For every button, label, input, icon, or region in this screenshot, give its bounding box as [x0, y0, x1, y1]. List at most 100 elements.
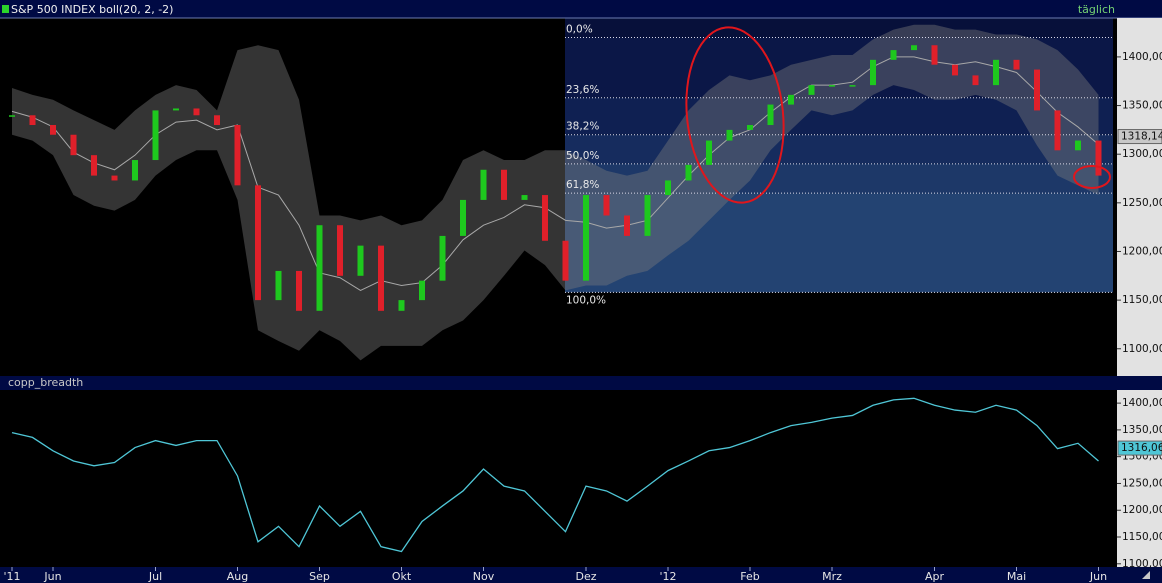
price-bar [480, 169, 487, 200]
price-bar [972, 75, 979, 86]
price-bar [1054, 110, 1061, 151]
fib-label: 61,8% [566, 179, 599, 191]
price-bar [419, 280, 425, 301]
price-bar [193, 108, 200, 116]
header-bar [0, 0, 1162, 18]
price-bar [255, 185, 261, 301]
price-bar [870, 59, 876, 86]
y-tick-label: 1150,00 [1122, 294, 1162, 306]
period-label: täglich [1078, 3, 1115, 16]
price-bar [644, 195, 651, 236]
price-bar [70, 134, 77, 156]
price-bar [911, 45, 917, 51]
price-bar [624, 215, 630, 236]
price-bar [890, 50, 897, 60]
y-tick-label: 1400,00 [1122, 51, 1162, 63]
price-bar [603, 195, 610, 216]
y-tick-label: 1200,00 [1122, 504, 1162, 516]
x-axis-bar [0, 567, 1162, 583]
price-bar [398, 300, 405, 311]
y-tick-label: 1100,00 [1122, 558, 1162, 570]
panel-title: copp_breadth [8, 376, 83, 389]
price-bar [1095, 140, 1102, 176]
price-bar [132, 160, 138, 181]
price-bar [275, 270, 282, 301]
price-bar [1013, 59, 1020, 70]
price-bar [111, 175, 118, 181]
x-tick-label: Sep [309, 570, 330, 583]
price-bar [562, 240, 569, 281]
y-tick-label: 1300,00 [1122, 148, 1162, 160]
price-bar [767, 104, 774, 126]
fib-zone [565, 193, 1113, 293]
y-tick-label: 1400,00 [1122, 397, 1162, 409]
price-bar [152, 110, 159, 161]
breadth-panel [11, 397, 1099, 553]
price-bar [583, 195, 589, 281]
x-tick-label: Jun [43, 570, 61, 583]
y-tick-label: 1250,00 [1122, 477, 1162, 489]
y-tick-label: 1150,00 [1122, 531, 1162, 543]
y-tick-label: 1200,00 [1122, 245, 1162, 257]
fib-label: 23,6% [566, 84, 599, 96]
price-panel: 0,0% 23,6% 38,2% 50,0% 61,8% 100,0% [9, 18, 1113, 361]
fib-zone [565, 134, 1113, 164]
x-tick-label: Apr [925, 570, 945, 583]
cursor-icon[interactable] [1142, 571, 1150, 579]
price-bar [9, 115, 15, 117]
price-bar [747, 125, 753, 130]
price-bar [931, 45, 938, 65]
price-bar [91, 155, 97, 176]
x-tick-label: Mai [1007, 570, 1026, 583]
series-icon [2, 5, 9, 13]
price-bar [726, 129, 733, 141]
x-tick-label: Dez [575, 570, 596, 583]
price-bar [665, 180, 671, 196]
breadth-line [11, 397, 1099, 553]
y-tick-label: 1250,00 [1122, 197, 1162, 209]
price-bar [1075, 140, 1081, 151]
price-bar [501, 169, 507, 200]
price-bar [357, 245, 364, 276]
last-value-label: 1318,14 [1121, 131, 1162, 143]
fib-label: 100,0% [566, 294, 606, 306]
price-bar [296, 270, 302, 311]
y-tick-label: 1350,00 [1122, 424, 1162, 436]
price-bar [439, 235, 446, 281]
fib-zone [565, 163, 1113, 194]
price-bar [337, 225, 343, 276]
price-bar [173, 108, 179, 111]
price-bar [808, 85, 815, 95]
price-bar [234, 125, 241, 186]
price-bar [788, 94, 794, 105]
x-tick-label: Jul [148, 570, 162, 583]
last-value-label: 1316,06 [1121, 442, 1162, 454]
x-tick-label: '11 [3, 570, 20, 583]
y-tick-label: 1350,00 [1122, 100, 1162, 112]
x-tick-label: Nov [473, 570, 495, 583]
x-tick-label: Jun [1089, 570, 1107, 583]
x-tick-label: Okt [392, 570, 412, 583]
annotation-circle [685, 26, 785, 204]
band-fill [12, 24, 1099, 361]
y-axis-area [1117, 18, 1162, 376]
last-value-box [1117, 129, 1162, 145]
price-bar [378, 245, 384, 311]
price-bar [993, 59, 999, 86]
x-tick-label: Mrz [822, 570, 842, 583]
price-bar [829, 85, 835, 87]
price-bar [50, 125, 56, 135]
price-bar [952, 64, 958, 76]
price-bar [29, 115, 36, 126]
price-bar [706, 140, 712, 165]
y-axis-area [1117, 390, 1162, 567]
fib-label: 50,0% [566, 150, 599, 162]
price-bar [1034, 69, 1040, 111]
middle-band [11, 56, 1099, 291]
price-bar [214, 115, 220, 126]
panel-divider [0, 376, 1162, 390]
price-bar [849, 85, 856, 87]
price-bar [521, 195, 528, 200]
fib-zone [565, 37, 1113, 98]
